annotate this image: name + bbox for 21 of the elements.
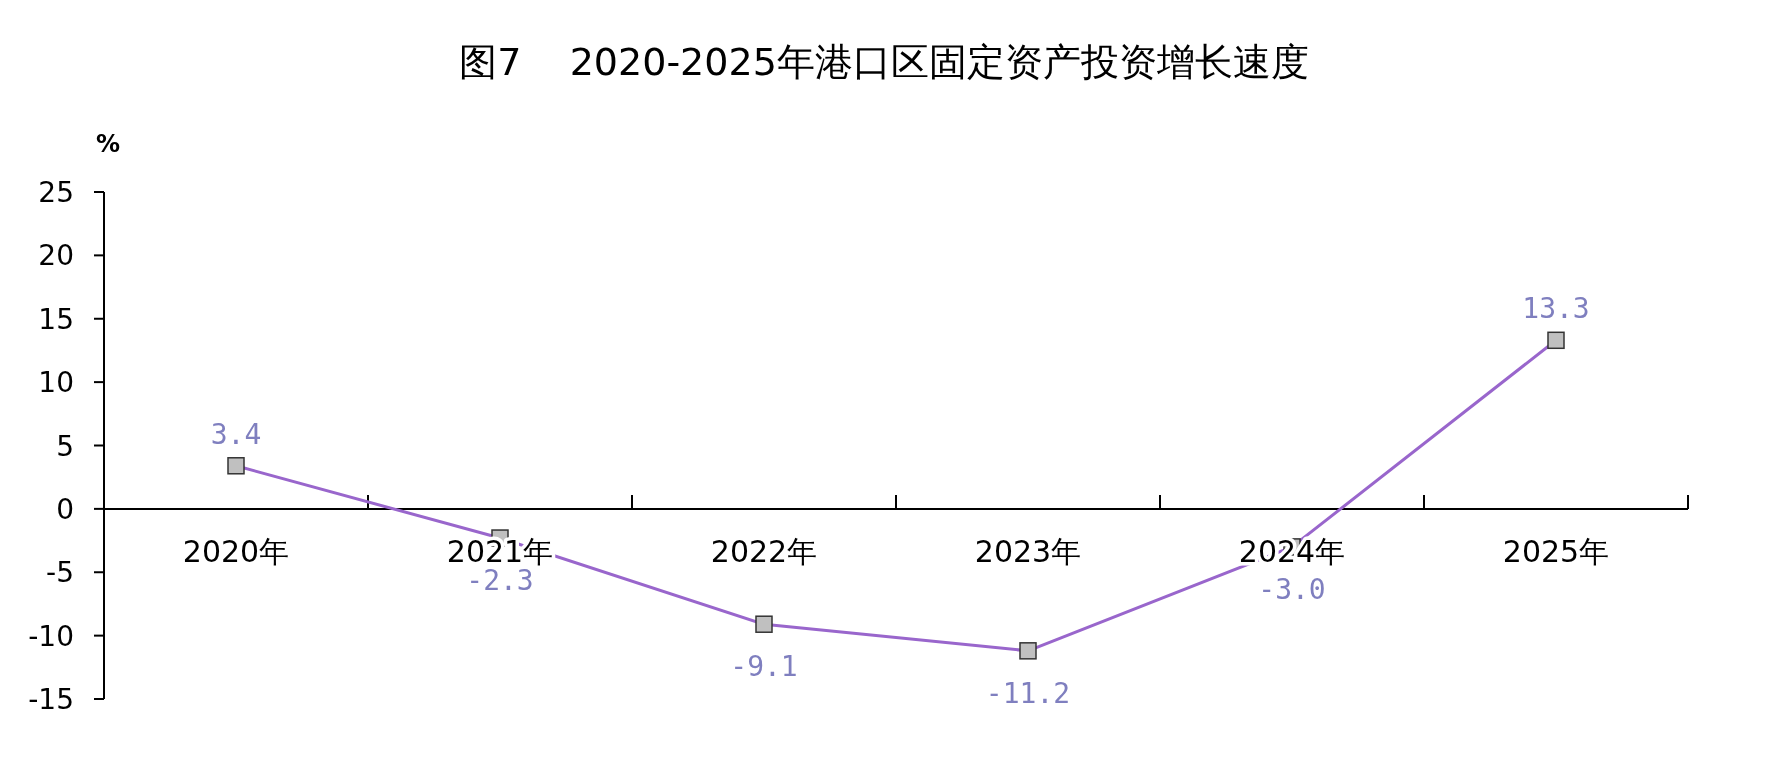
y-tick-label: 15 bbox=[38, 302, 74, 336]
x-tick-label: 2022年 bbox=[710, 533, 818, 569]
data-label: -3.0 bbox=[1258, 572, 1326, 606]
data-label: 13.3 bbox=[1522, 292, 1590, 326]
y-tick-label: -5 bbox=[46, 556, 74, 590]
data-label: -11.2 bbox=[985, 676, 1071, 710]
x-tick-label: 2025年 bbox=[1502, 533, 1610, 569]
y-tick-label: 20 bbox=[38, 239, 74, 273]
chart-title: 图7 2020-2025年港口区固定资产投资增长速度 bbox=[459, 40, 1309, 84]
y-tick-label: -10 bbox=[28, 619, 74, 653]
data-label: 3.4 bbox=[210, 417, 262, 451]
y-tick-label: 5 bbox=[56, 429, 74, 463]
y-tick-label: 0 bbox=[56, 492, 74, 526]
y-tick-label: 10 bbox=[38, 366, 74, 400]
y-axis-title: % bbox=[95, 130, 121, 158]
y-tick-label: -15 bbox=[28, 683, 74, 716]
data-label: -9.1 bbox=[730, 650, 798, 684]
x-tick-label: 2023年 bbox=[974, 533, 1082, 569]
data-label: -2.3 bbox=[466, 564, 534, 598]
y-tick-label: 25 bbox=[38, 176, 74, 209]
x-tick-label: 2020年 bbox=[182, 533, 290, 569]
